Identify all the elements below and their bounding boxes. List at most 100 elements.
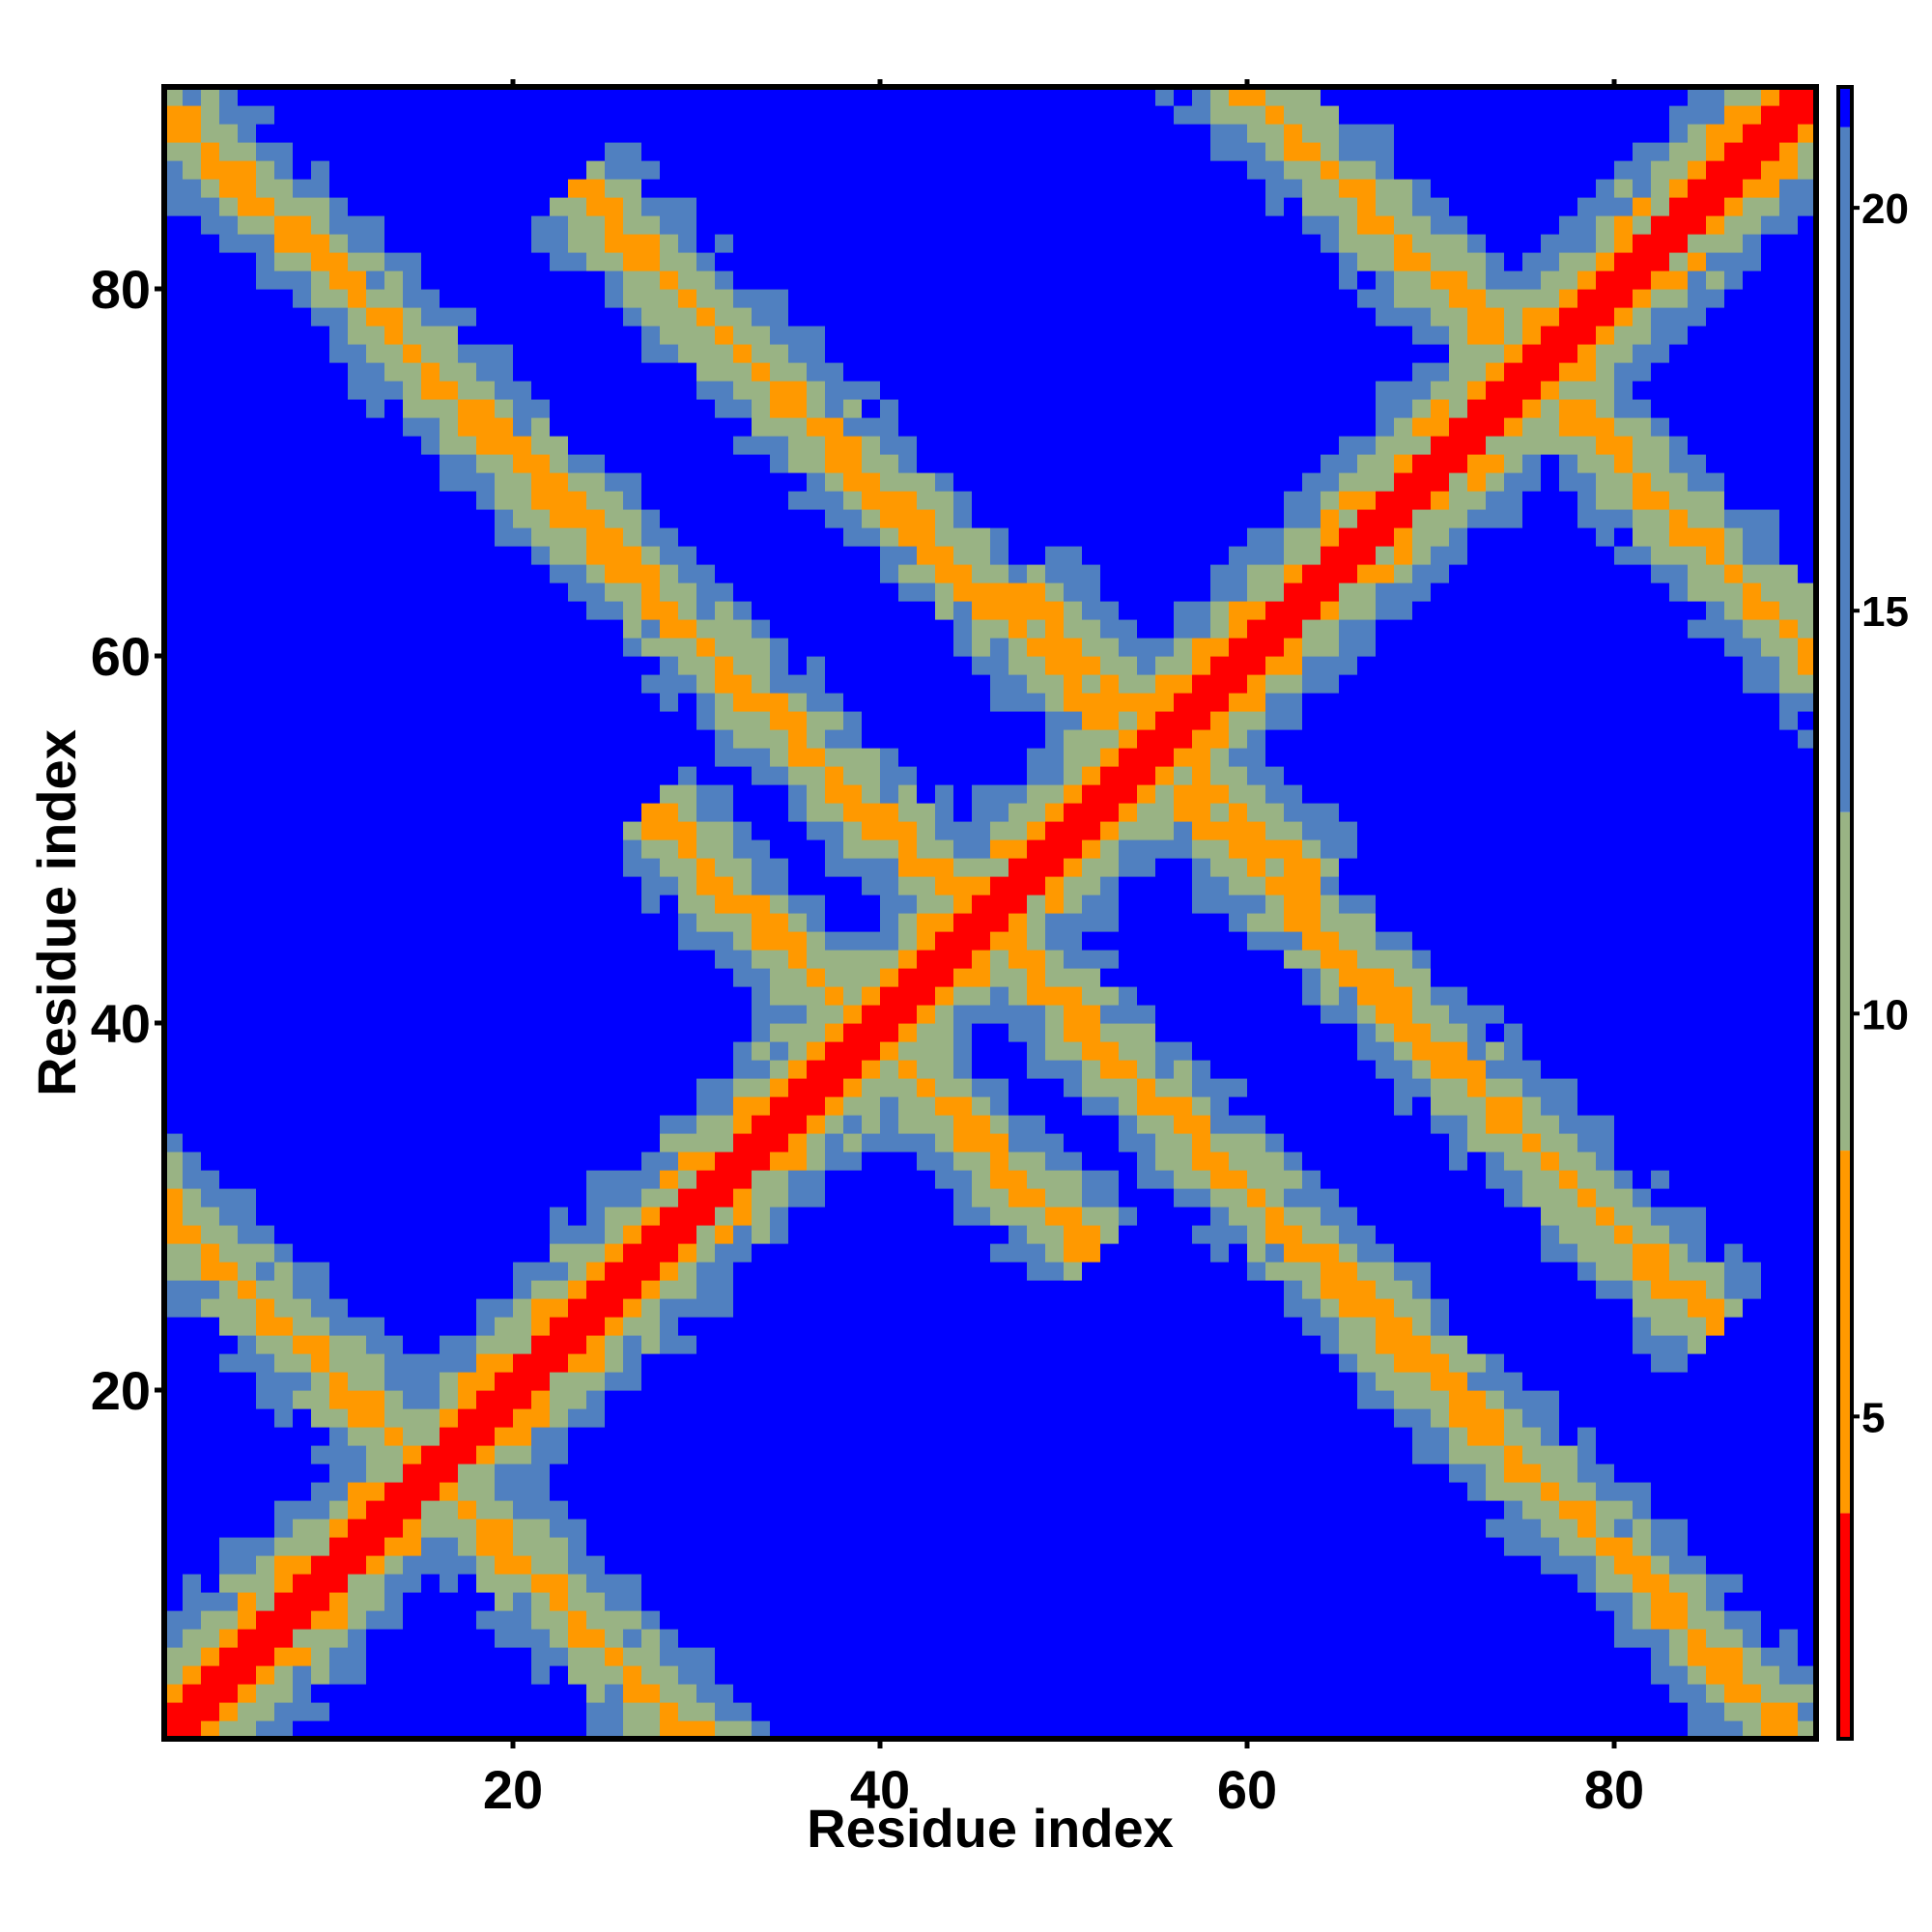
heatmap-cell [1045, 1133, 1065, 1152]
heatmap-cell [421, 1335, 440, 1354]
heatmap-cell [696, 1482, 716, 1501]
heatmap-cell [1027, 1023, 1046, 1042]
heatmap-cell [660, 1151, 679, 1171]
heatmap-cell [1137, 1170, 1156, 1189]
heatmap-cell [329, 1280, 349, 1299]
heatmap-cell [311, 1445, 330, 1464]
heatmap-cell [219, 1629, 239, 1648]
heatmap-cell [403, 1023, 422, 1042]
heatmap-cell [1045, 270, 1065, 290]
heatmap-cell [696, 711, 716, 730]
heatmap-cell [807, 1023, 826, 1042]
heatmap-cell [183, 1519, 202, 1538]
heatmap-cell [201, 179, 220, 198]
heatmap-cell [898, 1408, 918, 1428]
heatmap-cell [990, 729, 1009, 749]
heatmap-cell [384, 1445, 404, 1464]
heatmap-cell [935, 142, 954, 161]
heatmap-cell [770, 766, 789, 785]
heatmap-cell [311, 234, 330, 253]
heatmap-cell [274, 1500, 294, 1520]
heatmap-cell [862, 1317, 881, 1336]
heatmap-cell [733, 234, 753, 253]
heatmap-cell [862, 1665, 881, 1685]
heatmap-cell [183, 1463, 202, 1483]
heatmap-cell [164, 527, 184, 547]
heatmap-cell [917, 454, 936, 473]
heatmap-cell [623, 1629, 642, 1648]
heatmap-cell [623, 693, 642, 712]
heatmap-cell [623, 454, 642, 473]
heatmap-cell [586, 509, 606, 528]
heatmap-cell [917, 1151, 936, 1171]
heatmap-cell [825, 821, 844, 840]
heatmap-cell [898, 142, 918, 161]
heatmap-cell [384, 1592, 404, 1611]
heatmap-cell [898, 1537, 918, 1556]
heatmap-cell [219, 215, 239, 235]
heatmap-cell [1119, 1537, 1138, 1556]
heatmap-cell [1119, 399, 1138, 418]
heatmap-cell [788, 1610, 808, 1630]
heatmap-cell [678, 876, 697, 895]
heatmap-cell [972, 638, 991, 657]
heatmap-cell [1064, 362, 1083, 382]
heatmap-cell [1027, 417, 1046, 437]
heatmap-cell [476, 1243, 496, 1263]
heatmap-cell [990, 436, 1009, 455]
heatmap-cell [458, 1372, 477, 1391]
heatmap-cell [605, 105, 624, 125]
heatmap-cell [586, 326, 606, 345]
heatmap-cell [495, 105, 514, 125]
heatmap-cell [201, 509, 220, 528]
heatmap-cell [421, 215, 440, 235]
heatmap-cell [990, 1592, 1009, 1611]
heatmap-cell [201, 362, 220, 382]
heatmap-cell [660, 1262, 679, 1281]
heatmap-cell [605, 1207, 624, 1226]
heatmap-cell [641, 1060, 661, 1079]
heatmap-cell [917, 619, 936, 639]
heatmap-cell [531, 1555, 551, 1575]
heatmap-cell [843, 1115, 863, 1134]
heatmap-cell [1155, 289, 1175, 308]
heatmap-cell [384, 1207, 404, 1226]
heatmap-cell [807, 1592, 826, 1611]
heatmap-cell [256, 1041, 275, 1061]
heatmap-cell [568, 1610, 587, 1630]
heatmap-cell [807, 1610, 826, 1630]
heatmap-cell [1155, 968, 1175, 987]
heatmap-cell [660, 729, 679, 749]
heatmap-cell [660, 1115, 679, 1134]
heatmap-cell [421, 1574, 440, 1593]
heatmap-cell [311, 1519, 330, 1538]
heatmap-cell [1137, 913, 1156, 932]
heatmap-cell [1119, 1262, 1138, 1281]
heatmap-cell [311, 1574, 330, 1593]
heatmap-cell [660, 711, 679, 730]
heatmap-cell [733, 1170, 753, 1189]
heatmap-cell [1155, 1243, 1175, 1263]
heatmap-cell [770, 729, 789, 749]
heatmap-cell [1027, 1225, 1046, 1244]
heatmap-cell [1082, 1317, 1101, 1336]
heatmap-cell [421, 179, 440, 198]
heatmap-cell [550, 1262, 569, 1281]
heatmap-cell [311, 1684, 330, 1703]
heatmap-cell [421, 252, 440, 271]
heatmap-cell [807, 436, 826, 455]
heatmap-cell [550, 1060, 569, 1079]
heatmap-cell [219, 399, 239, 418]
heatmap-cell [972, 1317, 991, 1336]
heatmap-cell [256, 105, 275, 125]
heatmap-cell [825, 656, 844, 675]
heatmap-cell [1119, 105, 1138, 125]
heatmap-cell [329, 1629, 349, 1648]
heatmap-cell [384, 124, 404, 143]
heatmap-cell [384, 1574, 404, 1593]
heatmap-cell [880, 876, 899, 895]
heatmap-cell [825, 1335, 844, 1354]
heatmap-cell [1064, 1519, 1083, 1538]
heatmap-cell [476, 509, 496, 528]
heatmap-cell [788, 876, 808, 895]
